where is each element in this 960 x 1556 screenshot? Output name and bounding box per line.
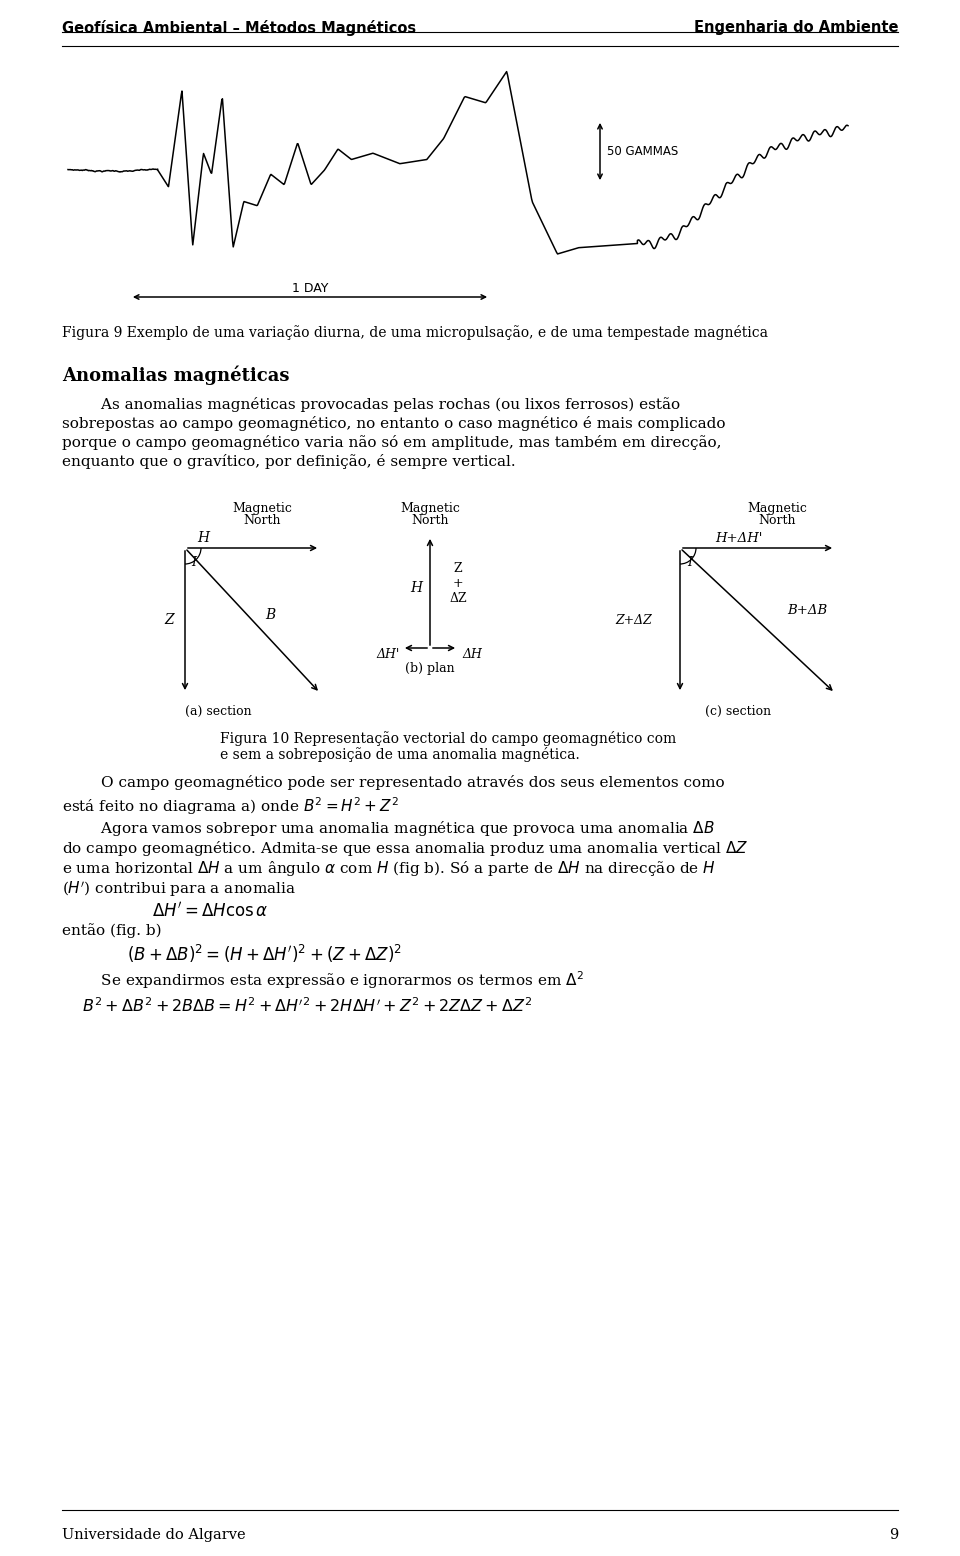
Text: (b) plan: (b) plan	[405, 661, 455, 674]
Text: H: H	[197, 531, 209, 545]
Text: porque o campo geomagnético varia não só em amplitude, mas também em direcção,: porque o campo geomagnético varia não só…	[62, 436, 722, 450]
Text: I: I	[687, 555, 692, 568]
Text: (a) section: (a) section	[184, 705, 252, 717]
Text: enquanto que o gravítico, por definição, é sempre vertical.: enquanto que o gravítico, por definição,…	[62, 454, 516, 468]
Text: ΔH: ΔH	[462, 647, 482, 660]
Text: Engenharia do Ambiente: Engenharia do Ambiente	[693, 20, 898, 34]
Text: B: B	[265, 608, 276, 622]
Text: (c) section: (c) section	[705, 705, 771, 717]
Text: $(B + \Delta B)^2 = \left(H + \Delta H'\right)^2 + \left(Z + \Delta Z\right)^2$: $(B + \Delta B)^2 = \left(H + \Delta H'\…	[127, 943, 402, 965]
Text: H+ΔH': H+ΔH'	[715, 532, 762, 545]
Text: Magnetic: Magnetic	[747, 501, 807, 515]
Text: North: North	[411, 513, 448, 526]
Text: Z
+
ΔZ: Z + ΔZ	[449, 562, 467, 604]
Text: então (fig. b): então (fig. b)	[62, 923, 161, 938]
Text: ($H'$) contribui para a anomalia: ($H'$) contribui para a anomalia	[62, 879, 296, 899]
Text: O campo geomagnético pode ser representado através dos seus elementos como: O campo geomagnético pode ser representa…	[62, 775, 725, 790]
Text: 1 DAY: 1 DAY	[292, 282, 328, 296]
Text: Magnetic: Magnetic	[400, 501, 460, 515]
Text: $B^2 + \Delta B^2 + 2B\Delta B = H^2 + \Delta H'^2 + 2H\Delta H' + Z^2 + 2Z\Delt: $B^2 + \Delta B^2 + 2B\Delta B = H^2 + \…	[82, 997, 533, 1016]
Text: Magnetic: Magnetic	[232, 501, 292, 515]
Text: Universidade do Algarve: Universidade do Algarve	[62, 1528, 246, 1542]
Text: 50 GAMMAS: 50 GAMMAS	[607, 145, 679, 157]
Text: Figura 9 Exemplo de uma variação diurna, de uma micropulsação, e de uma tempesta: Figura 9 Exemplo de uma variação diurna,…	[62, 325, 768, 341]
Text: está feito no diagrama a) onde $B^2 = H^2 + Z^2$: está feito no diagrama a) onde $B^2 = H^…	[62, 795, 398, 817]
Text: North: North	[243, 513, 280, 526]
Text: Se expandirmos esta expressão e ignorarmos os termos em $\Delta^2$: Se expandirmos esta expressão e ignorarm…	[62, 969, 584, 991]
Text: Z+ΔZ: Z+ΔZ	[615, 613, 652, 627]
Text: Figura 10 Representação vectorial do campo geomagnético com: Figura 10 Representação vectorial do cam…	[220, 731, 676, 745]
Text: Geofísica Ambiental – Métodos Magnéticos: Geofísica Ambiental – Métodos Magnéticos	[62, 20, 416, 36]
Text: North: North	[758, 513, 796, 526]
Text: 9: 9	[889, 1528, 898, 1542]
Text: Agora vamos sobrepor uma anomalia magnética que provoca uma anomalia $\Delta B$: Agora vamos sobrepor uma anomalia magnét…	[62, 818, 715, 839]
Text: ΔH': ΔH'	[376, 647, 399, 660]
Text: e uma horizontal $\Delta H$ a um ângulo $\alpha$ com $H$ (fig b). Só a parte de : e uma horizontal $\Delta H$ a um ângulo …	[62, 859, 716, 878]
Text: H: H	[410, 580, 422, 594]
Text: do campo geomagnético. Admita-se que essa anomalia produz uma anomalia vertical : do campo geomagnético. Admita-se que ess…	[62, 839, 749, 857]
Text: Anomalias magnéticas: Anomalias magnéticas	[62, 366, 290, 384]
Text: sobrepostas ao campo geomagnético, no entanto o caso magnético é mais complicado: sobrepostas ao campo geomagnético, no en…	[62, 415, 726, 431]
Text: $\Delta H' = \Delta H\cos\alpha$: $\Delta H' = \Delta H\cos\alpha$	[152, 901, 269, 920]
Text: I: I	[191, 555, 197, 568]
Text: Z: Z	[164, 613, 174, 627]
Text: As anomalias magnéticas provocadas pelas rochas (ou lixos ferrosos) estão: As anomalias magnéticas provocadas pelas…	[62, 397, 680, 412]
Text: e sem a sobreposição de uma anomalia magnética.: e sem a sobreposição de uma anomalia mag…	[220, 747, 580, 762]
Text: B+ΔB: B+ΔB	[787, 604, 828, 616]
